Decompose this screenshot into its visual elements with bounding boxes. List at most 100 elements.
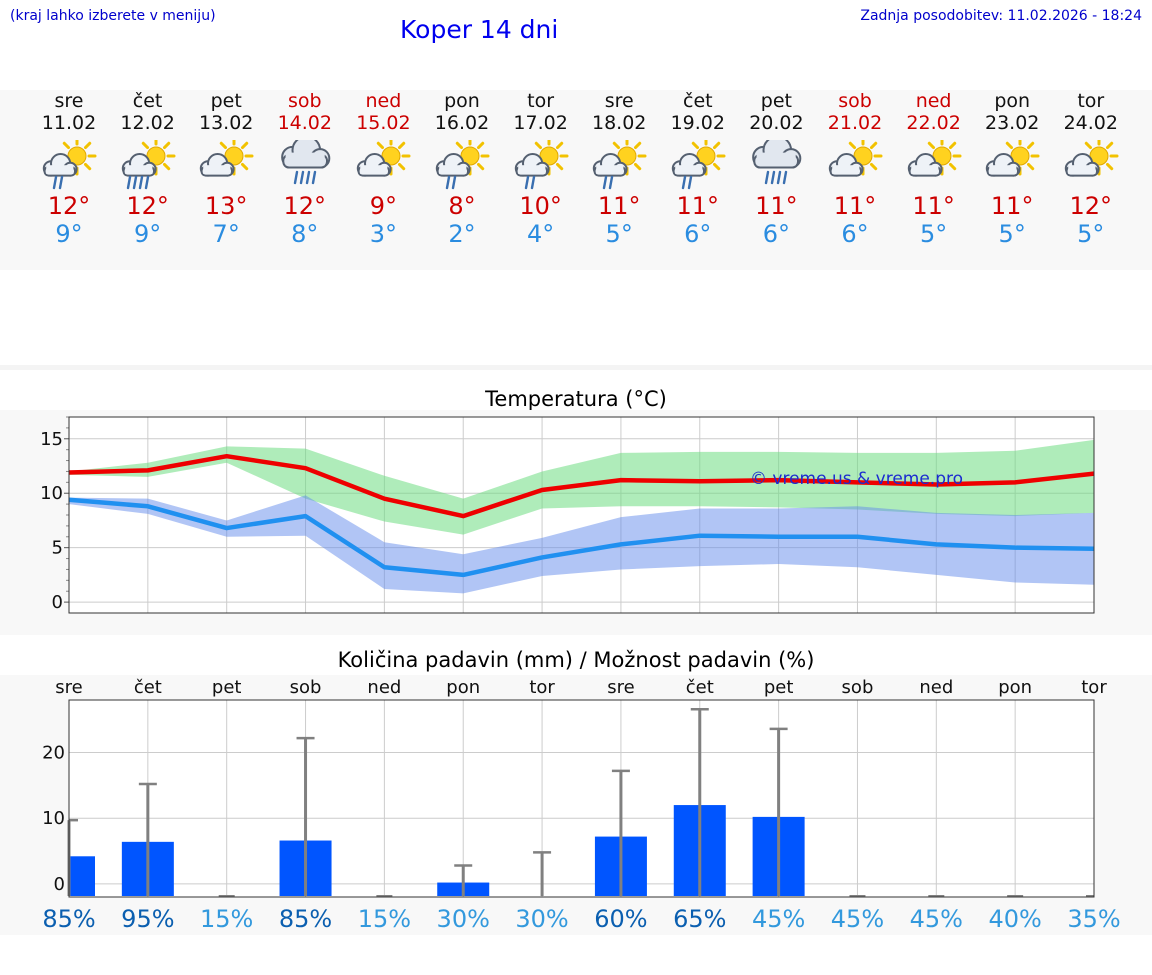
min-temp: 7° — [212, 220, 240, 248]
cloud-shape — [435, 153, 471, 177]
sun-ray — [241, 141, 249, 150]
sun-cloud-icon — [357, 140, 411, 177]
min-temp: 5° — [919, 220, 948, 248]
temperature-chart-title: Temperatura (°C) — [485, 387, 667, 411]
sun-ray — [476, 162, 485, 171]
min-temp: 8° — [291, 220, 319, 248]
sun-disc — [932, 146, 952, 166]
precip-probability: 65% — [673, 905, 726, 933]
cloud-shape — [121, 153, 157, 177]
sun-ray — [455, 141, 464, 150]
sun-cloud-icon — [828, 140, 883, 177]
max-temp: 12° — [126, 192, 169, 220]
min-temp: 4° — [526, 220, 555, 248]
sun-ray — [219, 141, 228, 150]
max-temp: 11° — [833, 192, 877, 220]
y-tick-label: 15 — [40, 429, 63, 450]
sun-ray — [83, 141, 92, 150]
plot-area — [69, 700, 1094, 897]
temperature-chart-panel: 0 5 10 15 © vreme.us & vreme.pro — [0, 410, 1152, 635]
cloud-shape — [907, 153, 943, 177]
max-temp: 11° — [990, 192, 1034, 220]
category-label: tor — [1081, 677, 1107, 698]
min-temp-band — [69, 495, 1094, 594]
category-label: čet — [134, 677, 162, 698]
day-column: čet 19.02 11° 6° — [658, 90, 738, 248]
max-temp: 11° — [676, 192, 720, 220]
rain-drop — [299, 170, 304, 185]
y-tick-label: 5 — [52, 538, 63, 559]
cloud-shape — [1064, 153, 1100, 177]
sun-ray — [612, 141, 621, 150]
sun-disc — [381, 146, 401, 166]
cloud-fill — [596, 165, 624, 174]
sun-ray — [162, 141, 170, 150]
sun-disc — [539, 146, 559, 166]
max-temp: 8° — [448, 192, 476, 220]
sun-disc — [617, 146, 637, 166]
day-column: ned 22.02 11° 5° — [894, 90, 974, 248]
rain-drop — [777, 170, 782, 185]
day-date: 15.02 — [356, 112, 411, 134]
y-tick-label: 20 — [42, 743, 65, 764]
day-name: čet — [132, 90, 163, 112]
y-tick-label: 0 — [54, 874, 65, 895]
day-column: sre 11.02 12° 9° — [29, 90, 109, 248]
sun-disc — [1089, 146, 1109, 166]
sun-disc — [146, 146, 166, 166]
sun-ray — [848, 141, 857, 150]
temperature-chart: 0 5 10 15 © vreme.us & vreme.pro — [40, 416, 1095, 614]
sun-ray — [1005, 141, 1014, 150]
precip-probability: 45% — [752, 905, 805, 933]
rain-drop — [305, 170, 310, 185]
sun-ray — [927, 141, 935, 150]
rain-drop — [126, 175, 131, 190]
cloud-shape — [42, 153, 78, 177]
precip-probability: 30% — [515, 905, 568, 933]
day-date: 22.02 — [906, 112, 961, 134]
sun-ray — [141, 141, 149, 150]
day-date: 23.02 — [984, 112, 1040, 134]
sun-cloud-icon — [1064, 140, 1119, 177]
max-temp: 11° — [597, 192, 641, 220]
spacer-strip — [0, 365, 1152, 370]
sun-ray — [162, 162, 170, 171]
max-temp-line — [68, 453, 1095, 519]
day-date: 13.02 — [198, 112, 254, 134]
sun-disc — [853, 146, 873, 166]
max-temp: 10° — [519, 192, 562, 220]
day-date: 17.02 — [513, 112, 568, 134]
precip-probability: 85% — [42, 905, 95, 933]
rain-drop — [687, 175, 692, 190]
day-column: tor 24.02 12° 5° — [1051, 90, 1131, 248]
cloud-shape — [828, 153, 864, 177]
day-name: tor — [1077, 90, 1105, 112]
precip-probability: 40% — [988, 905, 1041, 933]
min-temp: 5° — [1077, 220, 1105, 248]
rain-drop — [58, 175, 64, 190]
cloud-fill — [124, 165, 152, 174]
plot-border — [68, 699, 1095, 898]
cloud-fill — [910, 165, 938, 174]
precip-probability: 45% — [831, 905, 884, 933]
precip-probability: 85% — [279, 905, 332, 933]
cloud-fill — [285, 152, 325, 166]
min-temp: 5° — [998, 220, 1026, 248]
sun-ray — [634, 162, 642, 171]
sun-ray — [398, 141, 406, 150]
category-label: pet — [764, 677, 794, 698]
category-label: ned — [919, 677, 953, 698]
cloud-fill — [46, 165, 74, 174]
sun-ray — [476, 141, 485, 150]
cloud-rain-icon — [752, 140, 802, 185]
sun-ray — [83, 162, 92, 171]
category-label: sre — [607, 677, 634, 698]
day-name: ned — [915, 90, 952, 112]
day-date: 12.02 — [120, 112, 175, 134]
rain-drop — [52, 175, 58, 190]
min-temp: 6° — [684, 220, 712, 248]
precip-probability: 15% — [358, 905, 411, 933]
day-date: 18.02 — [591, 112, 647, 134]
sun-ray — [869, 141, 878, 150]
cloud-fill — [989, 165, 1017, 174]
